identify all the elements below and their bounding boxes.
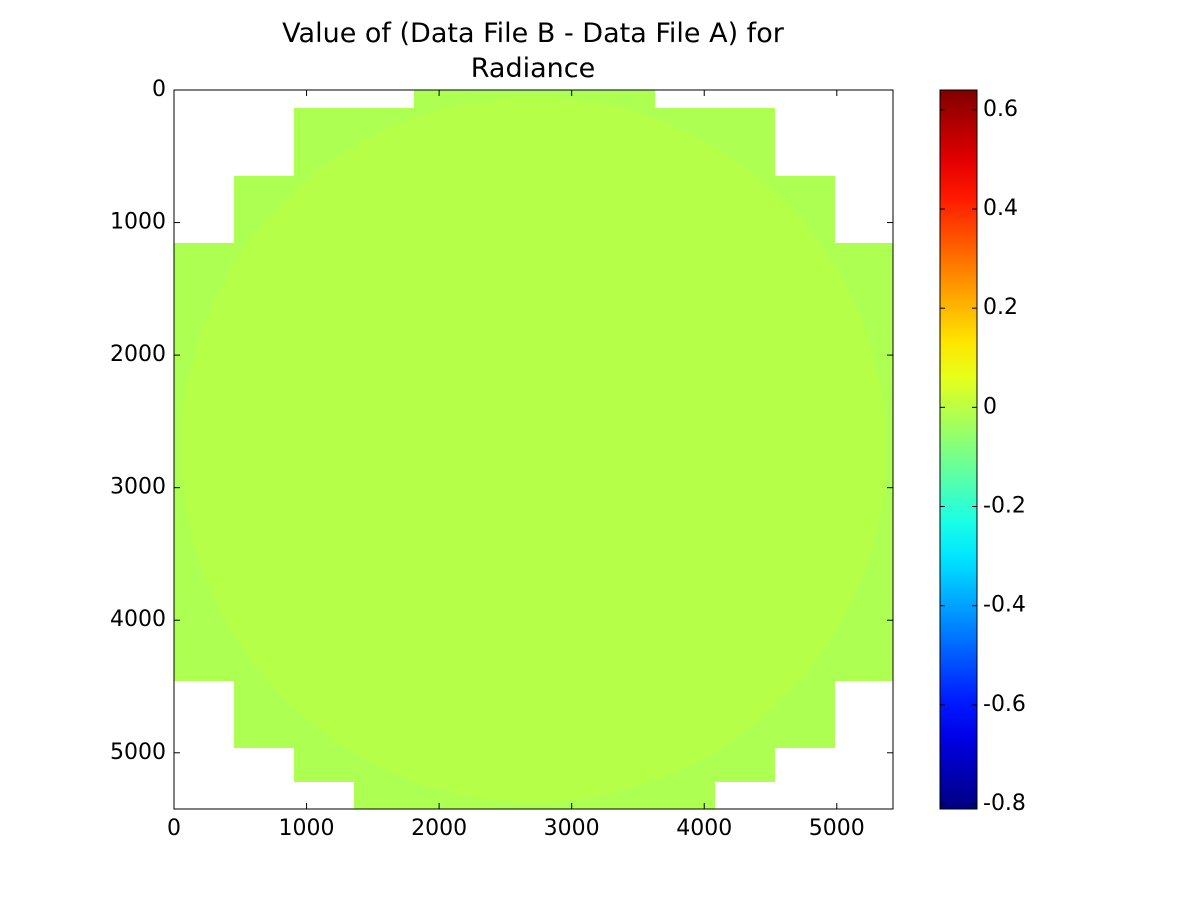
colorbar-tick-label: 0.2 bbox=[983, 295, 1018, 320]
colorbar bbox=[939, 89, 978, 810]
colorbar-tick-label: 0.4 bbox=[983, 196, 1018, 221]
y-tick-label: 5000 bbox=[110, 740, 166, 765]
y-tick-label: 4000 bbox=[110, 607, 166, 632]
plot-frame bbox=[173, 89, 894, 810]
colorbar-tick-label: -0.8 bbox=[983, 791, 1026, 816]
colorbar-tick-label: 0 bbox=[983, 394, 997, 419]
colorbar-tick-label: -0.2 bbox=[983, 494, 1026, 519]
x-tick-label: 1000 bbox=[279, 816, 335, 841]
x-tick-label: 5000 bbox=[809, 816, 865, 841]
colorbar-tick-label: -0.4 bbox=[983, 593, 1026, 618]
x-tick-label: 4000 bbox=[676, 816, 732, 841]
colorbar-tick-label: 0.6 bbox=[983, 97, 1018, 122]
x-tick-label: 0 bbox=[167, 816, 181, 841]
y-tick-label: 2000 bbox=[110, 342, 166, 367]
colorbar-tick-label: -0.6 bbox=[983, 692, 1026, 717]
y-tick-label: 1000 bbox=[110, 210, 166, 235]
chart-title: Value of (Data File B - Data File A) for… bbox=[282, 18, 784, 84]
y-tick-label: 3000 bbox=[110, 475, 166, 500]
image bbox=[174, 90, 893, 809]
x-tick-label: 2000 bbox=[411, 816, 467, 841]
x-tick-label: 3000 bbox=[544, 816, 600, 841]
earth-disk bbox=[180, 96, 887, 803]
y-tick-label: 0 bbox=[152, 77, 166, 102]
